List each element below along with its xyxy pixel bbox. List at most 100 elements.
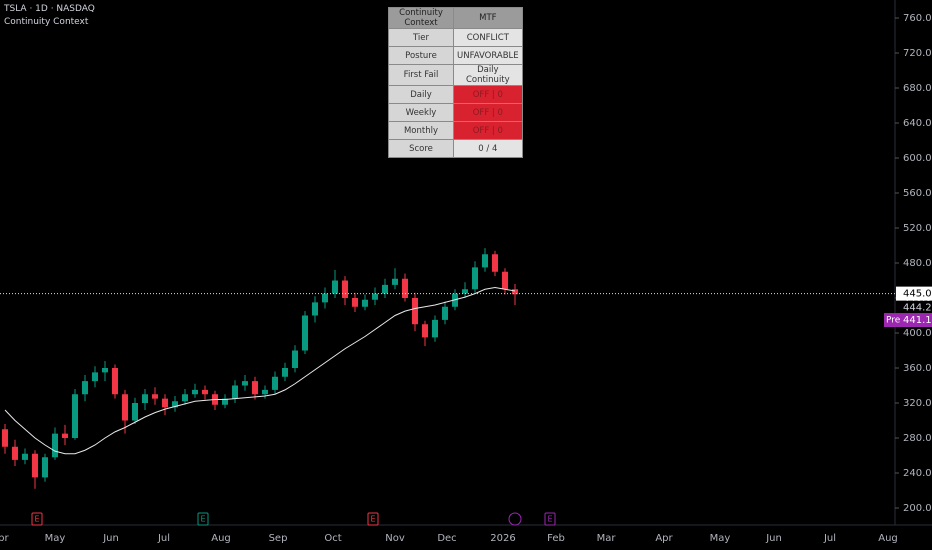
table-cell: Monthly	[388, 121, 454, 140]
x-tick-label: Apr	[655, 533, 673, 544]
y-tick-label: 280.00	[903, 433, 932, 444]
candle-body	[322, 293, 328, 303]
table-cell: Tier	[388, 28, 454, 47]
price-label: 445.01	[903, 289, 932, 300]
candle-body	[32, 453, 38, 478]
x-tick-label: Nov	[385, 533, 405, 544]
candle-body	[82, 381, 88, 395]
candle-body	[142, 394, 148, 403]
y-tick-label: 480.00	[903, 258, 932, 269]
candle-body	[202, 389, 208, 395]
y-tick-label: 240.00	[903, 468, 932, 479]
table-cell: CONFLICT	[453, 28, 523, 47]
event-label: E	[370, 515, 375, 524]
x-tick-label: Sep	[269, 533, 288, 544]
x-tick-label: Aug	[211, 533, 231, 544]
y-tick-label: 600.00	[903, 153, 932, 164]
candle-body	[382, 284, 388, 294]
candle-body	[262, 389, 268, 395]
event-marker	[367, 512, 379, 526]
candle-body	[152, 394, 158, 399]
candle-body	[62, 433, 68, 438]
pre-tag-bg	[884, 313, 932, 328]
candle-body	[402, 278, 408, 298]
dividend-marker	[508, 512, 522, 526]
x-tick-label: Jun	[102, 533, 119, 544]
table-cell: First Fail	[388, 64, 454, 86]
table-cell: OFF | 0	[453, 85, 523, 104]
candle-body	[232, 385, 238, 399]
table-cell: Daily	[388, 85, 454, 104]
event-marker	[31, 512, 43, 526]
candle-body	[242, 381, 248, 386]
candle-body	[332, 280, 338, 294]
table-cell: UNFAVORABLE	[453, 46, 523, 65]
x-tick-label: Jun	[765, 533, 782, 544]
x-tick-label: May	[710, 533, 731, 544]
candle-body	[302, 315, 308, 351]
y-tick-label: 560.00	[903, 188, 932, 199]
y-tick-label: 320.00	[903, 398, 932, 409]
x-tick-label: Oct	[324, 533, 341, 544]
candle-body	[312, 302, 318, 316]
moving-average	[4, 286, 516, 455]
pre-tag: Pre	[886, 316, 901, 326]
candle-body	[222, 398, 228, 405]
table-cell: 0 / 4	[453, 139, 523, 158]
candle-body	[432, 319, 438, 338]
table-cell: OFF | 0	[453, 103, 523, 122]
candle-body	[492, 254, 498, 272]
event-label: E	[200, 515, 205, 524]
y-tick-label: 720.00	[903, 48, 932, 59]
table-cell: OFF | 0	[453, 121, 523, 140]
y-tick-label: 200.00	[903, 503, 932, 514]
candle-body	[472, 267, 478, 290]
table-cell: MTF	[453, 7, 523, 29]
candle-body	[282, 368, 288, 377]
candle-body	[352, 298, 358, 307]
y-tick-label: 360.00	[903, 363, 932, 374]
y-tick-label: 520.00	[903, 223, 932, 234]
indicator-name[interactable]: Continuity Context	[4, 17, 89, 27]
x-tick-label: May	[45, 533, 66, 544]
candle-body	[342, 280, 348, 298]
candle-body	[22, 453, 28, 460]
candle-body	[412, 298, 418, 325]
candle-body	[172, 401, 178, 408]
candle-body	[252, 381, 258, 395]
x-tick-label: Mar	[597, 533, 617, 544]
x-tick-label: 2026	[490, 533, 515, 544]
candle-body	[192, 389, 198, 395]
x-tick-label: Aug	[878, 533, 898, 544]
price-label-bg	[896, 286, 932, 301]
table-cell: Continuity Context	[388, 7, 454, 29]
candle-body	[442, 306, 448, 320]
x-tick-label: Jul	[823, 533, 836, 544]
candle-body	[462, 289, 468, 294]
y-tick-label: 640.00	[903, 118, 932, 129]
candle-body	[422, 324, 428, 338]
candle-body	[122, 394, 128, 421]
candle-body	[162, 398, 168, 408]
pre-value: 441.11	[903, 315, 932, 326]
candle-body	[392, 278, 398, 285]
symbol[interactable]: TSLA · 1D · NASDAQ	[4, 4, 95, 14]
x-tick-label: Jul	[157, 533, 170, 544]
x-tick-label: Apr	[0, 533, 10, 544]
x-tick-label: Dec	[437, 533, 456, 544]
y-tick-label: 760.00	[903, 13, 932, 24]
candle-body	[372, 293, 378, 300]
candle-body	[12, 446, 18, 460]
candle-body	[112, 368, 118, 395]
table-cell: Daily Continuity	[453, 64, 523, 86]
table-cell: Weekly	[388, 103, 454, 122]
x-tick-label: Feb	[547, 533, 565, 544]
candle-body	[502, 271, 508, 290]
event-label: E	[34, 515, 39, 524]
last-close-label: 444.26	[903, 303, 932, 314]
candle-body	[482, 254, 488, 268]
candle-body	[102, 368, 108, 373]
event-marker	[544, 512, 556, 526]
event-label: E	[547, 515, 552, 524]
